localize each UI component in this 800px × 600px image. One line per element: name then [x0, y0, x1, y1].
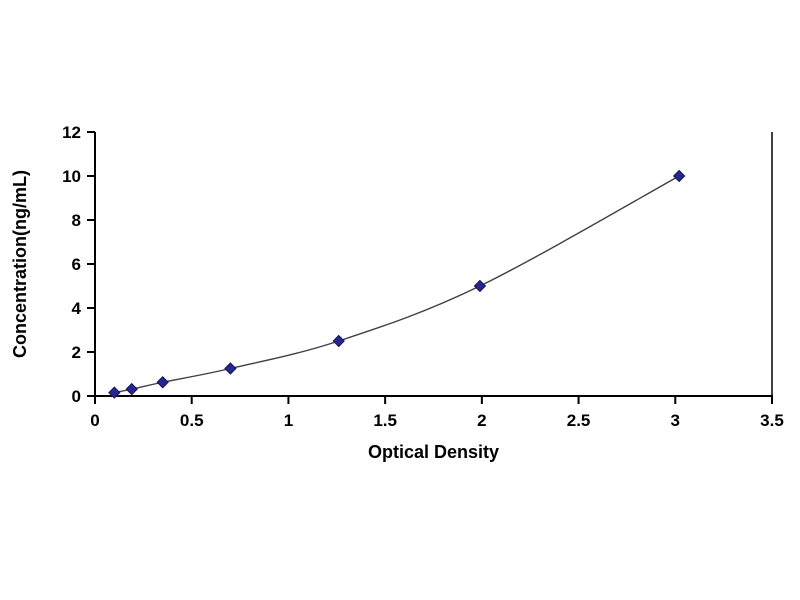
x-tick-label: 1 — [284, 411, 293, 430]
y-tick-label: 10 — [62, 167, 81, 186]
y-tick-label: 8 — [72, 211, 81, 230]
y-tick-label: 2 — [72, 343, 81, 362]
x-tick-label: 3 — [671, 411, 680, 430]
x-tick-label: 2.5 — [567, 411, 591, 430]
y-tick-label: 4 — [72, 299, 82, 318]
data-point-marker — [224, 362, 237, 375]
x-tick-label: 3.5 — [760, 411, 784, 430]
data-point-marker — [125, 382, 138, 396]
data-point-marker — [332, 334, 345, 348]
y-axis-title: Concentration(ng/mL) — [10, 170, 30, 358]
x-tick-label: 2 — [477, 411, 486, 430]
x-tick-label: 0 — [90, 411, 99, 430]
data-point-marker — [108, 386, 121, 399]
standard-curve-line — [114, 175, 680, 394]
y-tick-label: 0 — [72, 387, 81, 406]
y-tick-label: 12 — [62, 123, 81, 142]
data-point-marker — [672, 169, 686, 183]
data-point-marker — [473, 279, 487, 293]
x-axis-title: Optical Density — [368, 442, 499, 462]
y-tick-label: 6 — [72, 255, 81, 274]
x-tick-label: 0.5 — [180, 411, 204, 430]
data-point-marker — [156, 376, 169, 389]
x-tick-label: 1.5 — [373, 411, 397, 430]
